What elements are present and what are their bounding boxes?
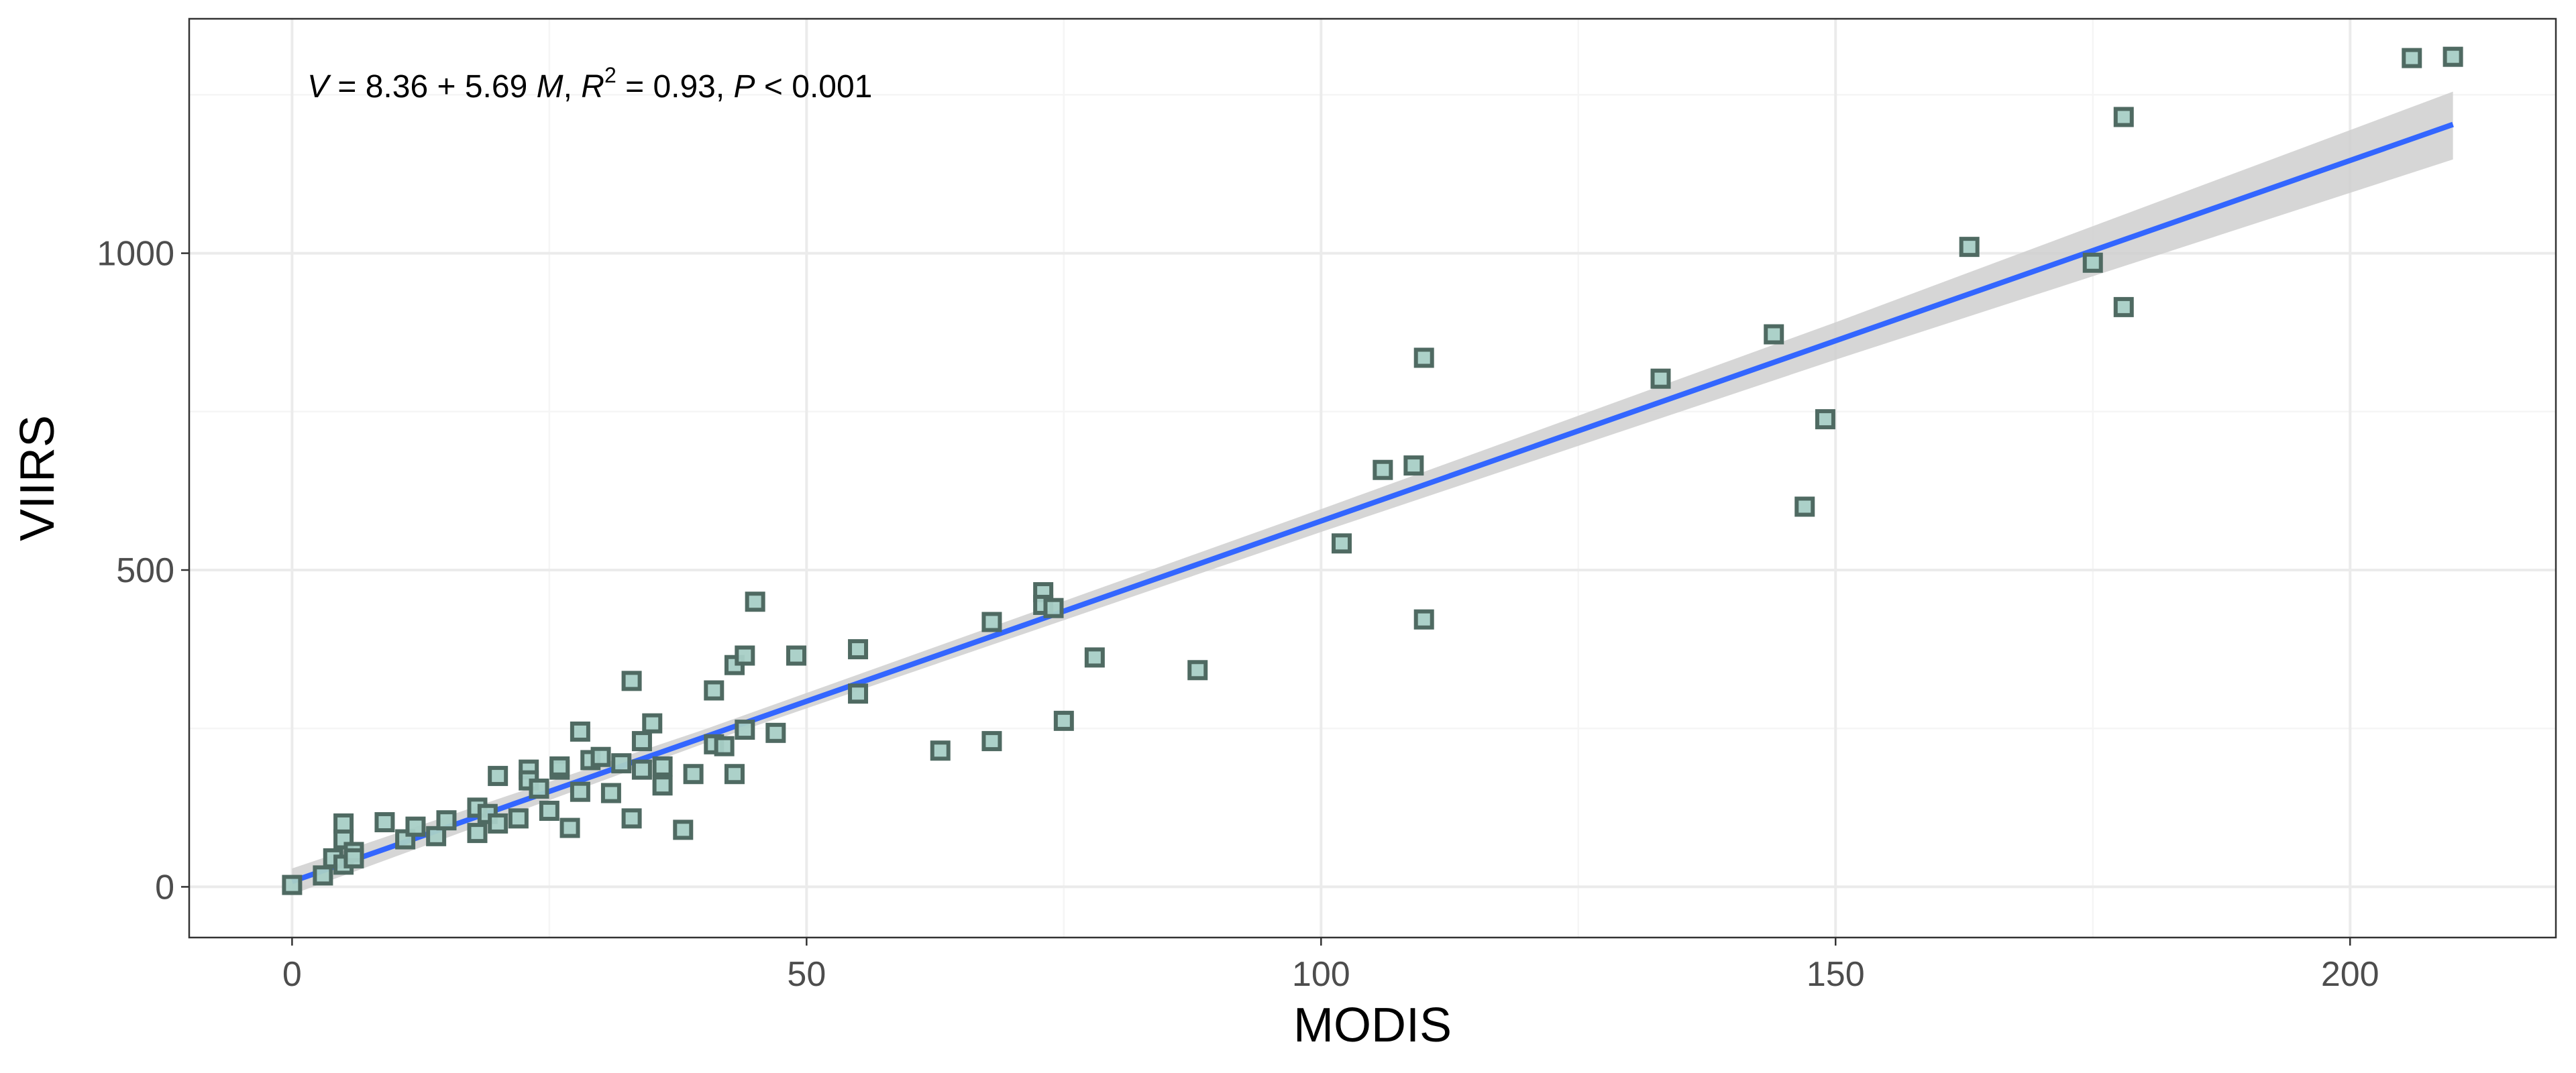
data-point: [467, 823, 488, 844]
y-tick-label: 500: [116, 551, 174, 590]
data-point: [621, 671, 642, 691]
data-point: [683, 764, 704, 785]
data-point: [724, 764, 745, 785]
data-point: [2402, 48, 2422, 68]
y-axis-ticks: 0 500 1000: [97, 235, 189, 907]
data-point: [786, 645, 807, 666]
x-axis-ticks: 0 50 100 150 200: [282, 938, 2379, 994]
annotation-p-value: < 0.001: [755, 69, 873, 105]
y-tick-label: 0: [155, 868, 174, 907]
data-point: [539, 801, 559, 822]
data-point: [765, 722, 786, 743]
x-axis-title: MODIS: [1293, 999, 1452, 1052]
data-point: [2113, 107, 2134, 127]
data-point: [621, 808, 642, 829]
data-point: [395, 829, 416, 850]
data-point: [631, 759, 652, 780]
data-point: [1187, 660, 1208, 681]
data-point: [333, 813, 354, 834]
data-point: [488, 766, 508, 787]
data-point: [848, 639, 869, 660]
data-point: [374, 812, 395, 833]
data-point: [1650, 368, 1671, 389]
data-point: [313, 865, 333, 886]
annotation-p: P: [734, 69, 755, 105]
data-point: [631, 731, 652, 752]
data-point: [426, 826, 447, 846]
data-point: [714, 736, 735, 756]
data-point: [1764, 324, 1784, 345]
data-point: [436, 810, 457, 831]
data-point: [1053, 710, 1074, 731]
annotation-sep: ,: [564, 69, 582, 105]
annotation-r: R: [581, 69, 604, 105]
data-point: [2443, 46, 2463, 67]
data-point: [600, 783, 621, 803]
data-point: [1815, 409, 1835, 430]
data-point: [673, 820, 694, 840]
data-point: [590, 746, 611, 767]
annotation-r-value: = 0.93,: [616, 69, 734, 105]
data-point: [282, 874, 303, 895]
data-point: [745, 591, 765, 612]
x-tick-label: 150: [1807, 955, 1865, 994]
data-point: [1413, 609, 1434, 630]
x-tick-label: 200: [2321, 955, 2379, 994]
grid-lines: [189, 19, 2556, 938]
panel-border: [188, 17, 2557, 939]
data-point: [1403, 455, 1424, 476]
data-point: [343, 848, 364, 868]
data-point: [570, 781, 590, 802]
data-point: [2082, 252, 2103, 273]
data-point: [1373, 459, 1393, 480]
data-point: [570, 721, 590, 742]
y-axis-title: VIIRS: [11, 415, 64, 541]
data-point: [1794, 496, 1815, 517]
data-point: [1331, 533, 1352, 554]
data-point: [642, 713, 663, 734]
x-tick-label: 100: [1292, 955, 1350, 994]
annotation-v: V: [307, 69, 331, 105]
data-point: [930, 740, 951, 761]
annotation-eq: = 8.36 + 5.69: [329, 69, 537, 105]
data-point: [704, 680, 724, 701]
regression-annotation: V = 8.36 + 5.69 M, R2 = 0.93, P < 0.001: [307, 63, 872, 105]
data-point: [488, 813, 508, 834]
data-point: [1043, 598, 1064, 618]
x-tick-label: 50: [787, 955, 826, 994]
data-point: [1084, 647, 1105, 668]
data-point: [2113, 296, 2134, 317]
annotation-m: M: [537, 69, 564, 105]
data-point: [848, 683, 869, 704]
data-point: [1959, 237, 1980, 258]
data-points: [282, 46, 2463, 895]
data-point: [735, 720, 755, 740]
data-point: [652, 756, 673, 777]
data-point: [549, 756, 570, 777]
data-point: [981, 612, 1002, 632]
annotation-r-superscript: 2: [604, 63, 616, 87]
data-point: [735, 645, 755, 666]
x-tick-label: 0: [282, 955, 302, 994]
regression-line-layer: [291, 121, 2454, 885]
data-point: [981, 731, 1002, 752]
data-point: [529, 778, 549, 799]
data-point: [1413, 347, 1434, 368]
data-point: [405, 816, 426, 837]
data-point: [611, 753, 632, 774]
y-tick-label: 1000: [97, 235, 174, 274]
data-point: [559, 817, 580, 838]
data-point: [508, 808, 529, 829]
regression-line: [291, 121, 2454, 885]
data-point: [652, 775, 673, 796]
